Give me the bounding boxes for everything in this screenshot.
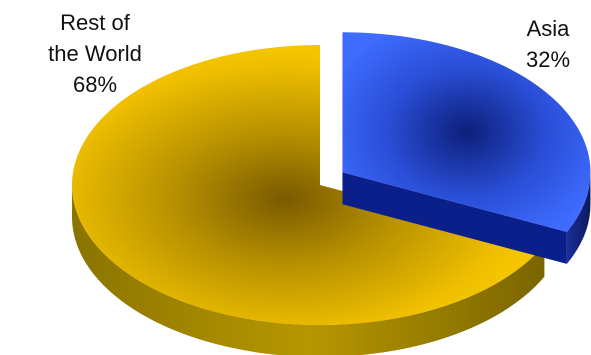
pie-slice-side-0 [566,172,591,264]
slice-percent-label: 32% [526,47,570,72]
pie-slice-1 [71,45,545,325]
slice-name-label: Rest of [60,10,131,35]
pie-slice-0 [342,32,591,232]
slice-name-label: the World [48,41,142,66]
slice-name-label: Asia [527,16,571,41]
slice-percent-label: 68% [73,72,117,97]
pie-slice-side-1 [72,185,545,355]
pie-slice-cut-face [342,172,567,264]
